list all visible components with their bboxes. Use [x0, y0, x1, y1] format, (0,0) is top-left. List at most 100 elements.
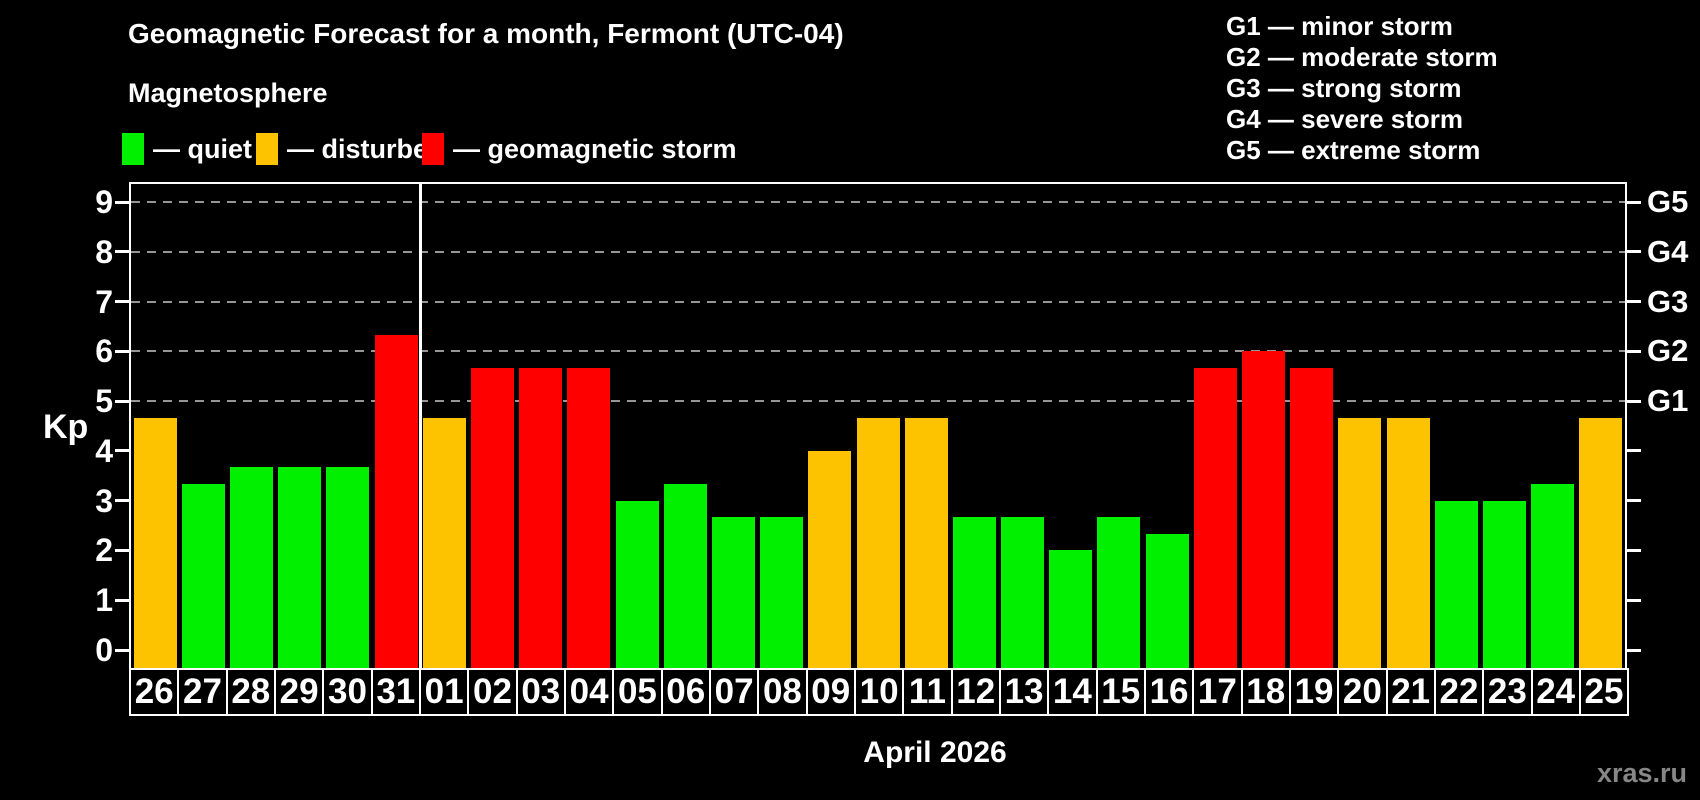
x-axis-date-cell: 06 [660, 668, 711, 716]
watermark: xras.ru [1596, 758, 1687, 788]
x-axis-date-cell: 17 [1192, 668, 1243, 716]
g-legend-line-g4: G4 — severe storm [1226, 104, 1464, 134]
right-axis-tick [1625, 400, 1641, 403]
g-legend-line-g3: G3 — strong storm [1226, 73, 1462, 103]
kp-bar [567, 368, 610, 668]
x-axis-date-cell: 23 [1482, 668, 1533, 716]
y-tick-label: 6 [95, 333, 113, 369]
x-axis-date-cell: 07 [708, 668, 760, 716]
kp-bar [905, 418, 948, 668]
y-tick-label: 1 [95, 582, 113, 618]
y-axis-tick [115, 201, 131, 204]
y-axis-tick [115, 350, 131, 353]
kp-bar [760, 517, 803, 668]
kp-bar [1387, 418, 1430, 668]
y-axis-tick [115, 649, 131, 652]
g-legend-line-g2: G2 — moderate storm [1226, 42, 1498, 72]
legend-label-disturbed: — disturbed [287, 133, 445, 164]
y-tick-label: 2 [95, 532, 113, 568]
x-axis-date-cell: 20 [1337, 668, 1388, 716]
x-axis-date-cell: 03 [515, 668, 566, 716]
kp-bar [1338, 418, 1381, 668]
x-axis-date-cell: 09 [805, 668, 856, 716]
g-axis-label: G1 [1647, 383, 1689, 418]
kp-bar [857, 418, 900, 668]
x-axis-date-cell: 02 [467, 668, 518, 716]
g-legend-line-g1: G1 — minor storm [1226, 11, 1453, 41]
right-axis-tick [1625, 201, 1641, 204]
g-legend-line-g5: G5 — extreme storm [1226, 135, 1481, 165]
x-axis-date-cell: 12 [950, 668, 1001, 716]
x-axis-date-cell: 11 [902, 668, 953, 716]
right-axis-tick [1625, 549, 1641, 552]
plot-area [129, 182, 1627, 668]
g-scale-legend: G1 — minor storm G2 — moderate storm G3 … [1226, 11, 1498, 166]
legend-item-storm: — geomagnetic storm [422, 133, 737, 165]
right-axis-tick [1625, 350, 1641, 353]
kp-bar [326, 467, 369, 668]
right-axis-tick [1625, 449, 1641, 452]
x-axis-date-cell: 31 [370, 668, 421, 716]
y-tick-label: 4 [95, 433, 113, 469]
kp-bar [616, 501, 659, 668]
kp-bar [712, 517, 755, 668]
x-axis-date-cell: 13 [998, 668, 1050, 716]
y-tick-label: 8 [95, 234, 113, 270]
kp-bar [808, 451, 851, 668]
y-axis-tick [115, 599, 131, 602]
x-axis-date-cell: 19 [1288, 668, 1340, 716]
right-axis-tick [1625, 649, 1641, 652]
y-axis-tick [115, 549, 131, 552]
x-axis-date-cell: 10 [853, 668, 905, 716]
x-axis-date-cell: 30 [322, 668, 373, 716]
chart-title: Geomagnetic Forecast for a month, Fermon… [128, 18, 844, 49]
kp-gridline [131, 350, 1625, 352]
kp-bar [1435, 501, 1478, 668]
g-axis-label: G4 [1647, 234, 1689, 269]
kp-gridline [131, 400, 1625, 402]
y-tick-label: 7 [95, 284, 113, 320]
x-axis-date-cell: 18 [1240, 668, 1291, 716]
right-axis-tick [1625, 300, 1641, 303]
legend-item-disturbed: — disturbed [256, 133, 445, 165]
kp-bar [1097, 517, 1140, 668]
x-axis-date-cell: 29 [273, 668, 325, 716]
kp-bar [519, 368, 562, 668]
kp-bar [423, 418, 466, 668]
x-axis-date-cell: 25 [1578, 668, 1630, 716]
kp-bar [134, 418, 177, 668]
x-axis-date-cell: 05 [612, 668, 663, 716]
x-axis-date-cell: 24 [1530, 668, 1581, 716]
g-axis-label: G5 [1647, 184, 1689, 219]
kp-gridline [131, 251, 1625, 253]
kp-bar [1049, 550, 1092, 668]
kp-bar [1579, 418, 1622, 668]
legend-item-quiet: — quiet [122, 133, 252, 165]
kp-bar [1001, 517, 1044, 668]
x-axis-date-row: 26 27 28 29 30 31 01 02 03 04 05 06 07 08 09 10 11 12 13 14… [129, 668, 1630, 716]
kp-gridline [131, 301, 1625, 303]
quiet-color-swatch [122, 133, 144, 165]
kp-bar [182, 484, 225, 668]
y-axis-tick [115, 449, 131, 452]
month-separator-line [419, 184, 422, 668]
y-axis-tick [115, 250, 131, 253]
x-axis-date-cell: 08 [757, 668, 808, 716]
x-axis-date-cell: 21 [1385, 668, 1436, 716]
right-axis-tick [1625, 599, 1641, 602]
right-axis-tick [1625, 250, 1641, 253]
y-tick-label: 9 [95, 184, 113, 220]
y-axis-tick [115, 400, 131, 403]
x-axis-date-cell: 04 [563, 668, 615, 716]
kp-bar [1242, 351, 1285, 668]
kp-bar [664, 484, 707, 668]
kp-bar [375, 335, 418, 668]
legend-label-storm: — geomagnetic storm [453, 133, 737, 164]
kp-bar [230, 467, 273, 668]
legend-label-quiet: — quiet [153, 133, 252, 164]
y-axis-tick [115, 300, 131, 303]
g-axis-label: G2 [1647, 333, 1689, 368]
disturbed-color-swatch [256, 133, 278, 165]
x-axis-date-cell: 01 [418, 668, 470, 716]
kp-bar [278, 467, 321, 668]
